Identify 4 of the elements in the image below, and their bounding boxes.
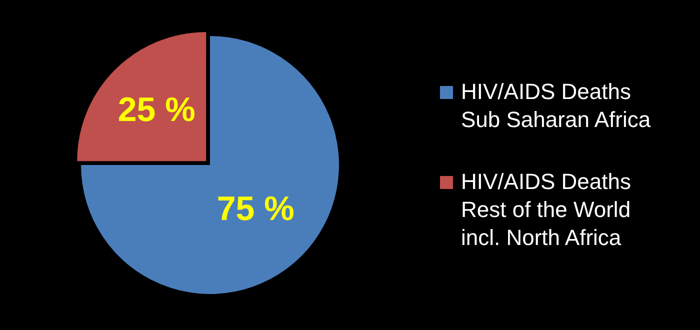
legend-label: HIV/AIDS Deaths Rest of the World incl. North Africa <box>461 168 632 252</box>
data-label: 75 % <box>216 190 294 228</box>
legend-label: HIV/AIDS Deaths Sub Saharan Africa <box>461 78 652 134</box>
data-label: 25 % <box>118 90 196 129</box>
